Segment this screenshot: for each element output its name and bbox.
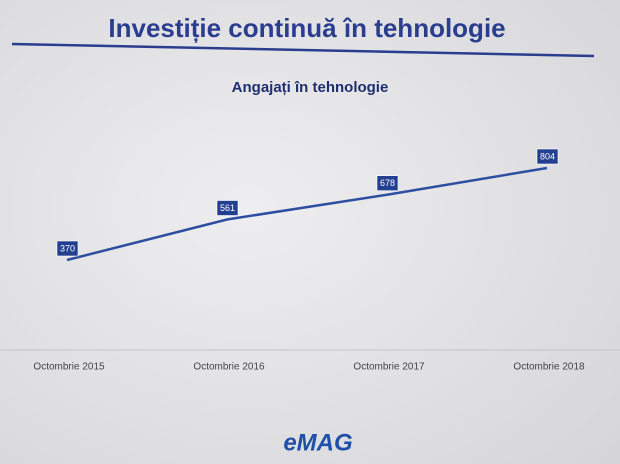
chart-title: Investiție continuă în tehnologie xyxy=(108,13,505,43)
value-label: 678 xyxy=(380,178,395,188)
x-tick-label: Octombrie 2017 xyxy=(353,362,425,373)
value-label-box xyxy=(216,200,239,216)
value-label-box xyxy=(376,175,399,192)
x-tick-label: Octombrie 2016 xyxy=(193,362,265,373)
value-label: 804 xyxy=(540,151,555,161)
value-label: 561 xyxy=(220,203,235,213)
line xyxy=(66,166,548,262)
x-tick-label: Octombrie 2015 xyxy=(33,362,105,373)
title-rule xyxy=(11,42,595,58)
value-label-box xyxy=(536,148,559,165)
chart-subtitle: Angajați în tehnologie xyxy=(232,79,389,96)
x-tick-label: Octombrie 2018 xyxy=(513,362,585,373)
value-label-box xyxy=(56,240,79,257)
value-label: 370 xyxy=(60,243,75,253)
logo: eMAG xyxy=(283,429,352,456)
